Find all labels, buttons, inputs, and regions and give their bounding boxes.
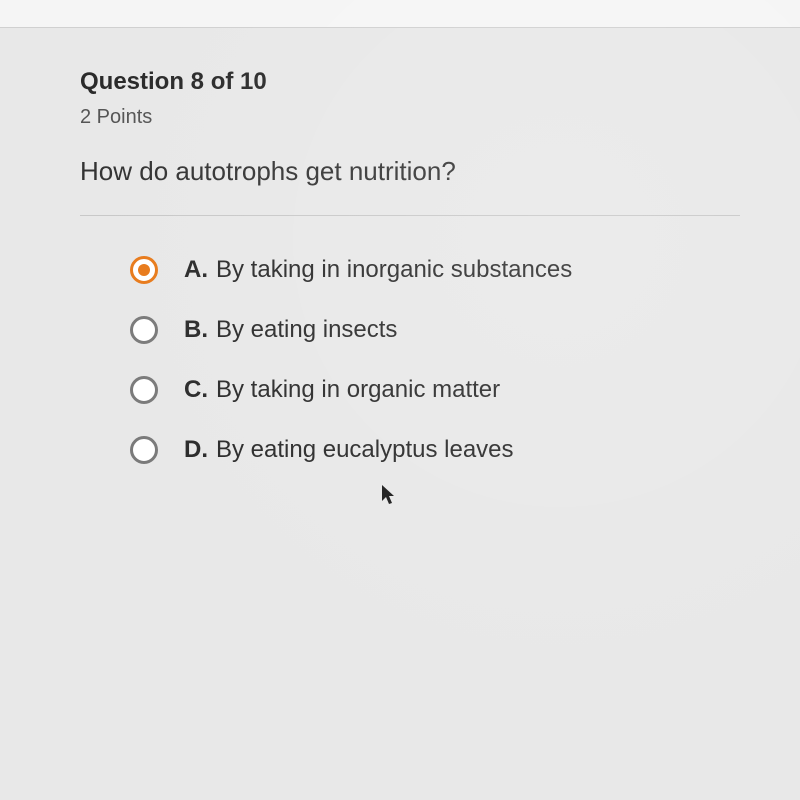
option-b-label: B. By eating insects (184, 316, 397, 344)
option-a-letter: A. (184, 256, 208, 283)
option-d-letter: D. (184, 436, 208, 463)
question-heading: Question 8 of 10 (80, 68, 740, 96)
option-c[interactable]: C. By taking in organic matter (130, 376, 740, 404)
option-c-text: By taking in organic matter (216, 376, 500, 403)
option-b-letter: B. (184, 316, 208, 343)
option-a-label: A. By taking in inorganic substances (184, 256, 572, 284)
option-d-text: By eating eucalyptus leaves (216, 436, 514, 463)
option-d[interactable]: D. By eating eucalyptus leaves (130, 436, 740, 464)
section-divider (80, 215, 740, 216)
option-d-label: D. By eating eucalyptus leaves (184, 436, 514, 464)
options-list: A. By taking in inorganic substances B. By… (80, 256, 740, 464)
window-top-bar (0, 0, 800, 28)
radio-c[interactable] (130, 376, 158, 404)
option-c-letter: C. (184, 376, 208, 403)
option-a[interactable]: A. By taking in inorganic substances (130, 256, 740, 284)
option-a-text: By taking in inorganic substances (216, 256, 572, 283)
radio-b[interactable] (130, 316, 158, 344)
radio-dot-icon (138, 264, 150, 276)
radio-a[interactable] (130, 256, 158, 284)
option-b[interactable]: B. By eating insects (130, 316, 740, 344)
option-b-text: By eating insects (216, 316, 397, 343)
question-prompt: How do autotrophs get nutrition? (80, 153, 740, 189)
option-c-label: C. By taking in organic matter (184, 376, 500, 404)
quiz-panel: Question 8 of 10 2 Points How do autotro… (0, 28, 800, 536)
radio-d[interactable] (130, 436, 158, 464)
points-label: 2 Points (80, 106, 740, 129)
